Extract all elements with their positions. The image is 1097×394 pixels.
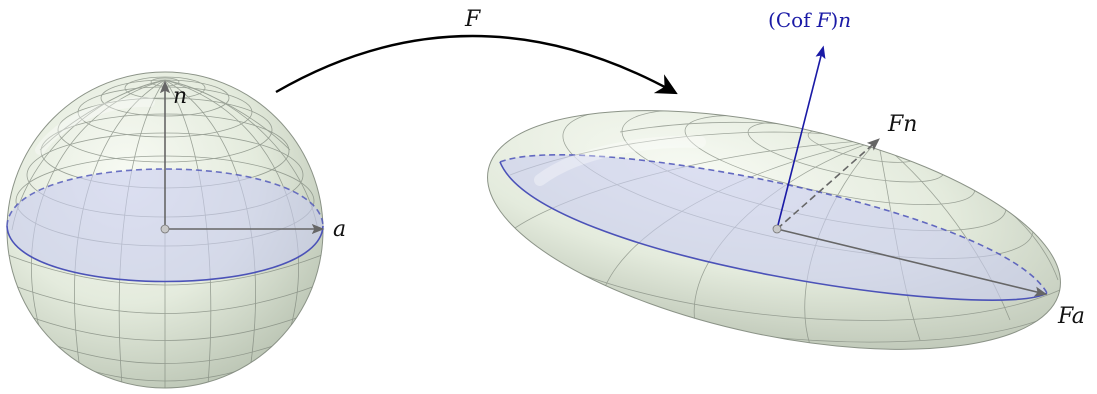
sphere-highlight	[35, 96, 155, 155]
sphere: n a	[6, 71, 346, 389]
cofactor-label: (Cof F)n	[768, 8, 851, 32]
ellipsoid-normal-label: Fn	[887, 112, 917, 137]
ellipsoid-axis-vector	[776, 228, 1048, 297]
cofactor-close-paren: )	[830, 8, 838, 32]
ellipsoid: Fn Fa (Cof F)n	[481, 8, 1085, 357]
ellipsoid-center-point	[772, 224, 782, 234]
ellipsoid-axis-label: Fa	[1057, 304, 1085, 329]
sphere-normal-label: n	[173, 84, 187, 109]
map-arrow: F	[275, 7, 678, 95]
ellipsoid-equator-back	[499, 153, 1048, 294]
sphere-center-point	[160, 224, 170, 234]
cofactor-open-paren: (	[768, 8, 776, 32]
map-label: F	[464, 7, 481, 32]
cofactor-f-symbol: F	[816, 8, 832, 32]
sphere-axis-label: a	[333, 217, 346, 242]
sphere-equator-back	[6, 168, 324, 227]
cofactor-n-symbol: n	[838, 8, 851, 32]
cofactor-vector	[776, 45, 826, 230]
ellipsoid-highlight	[534, 135, 706, 186]
cofactor-cof-text: Cof	[776, 8, 812, 32]
sphere-equator-front	[6, 225, 324, 283]
map-arrow-curve	[275, 34, 678, 95]
ellipsoid-equator-front	[499, 161, 1048, 301]
ellipsoid-normal-vector	[776, 138, 880, 230]
